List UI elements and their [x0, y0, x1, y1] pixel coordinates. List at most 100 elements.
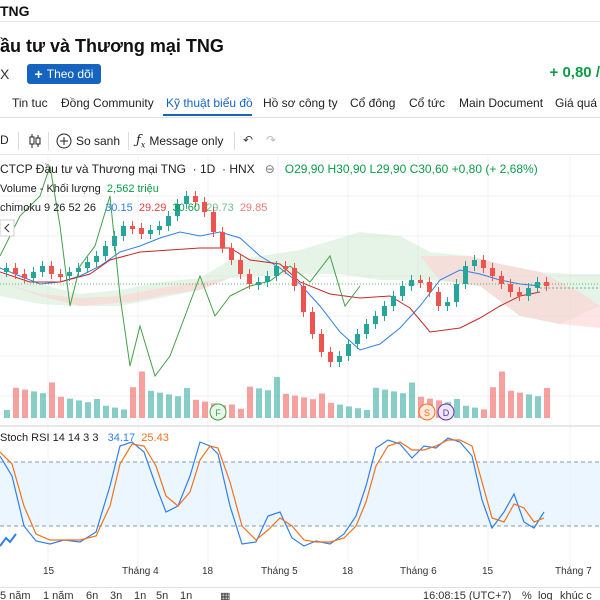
candle [544, 282, 549, 286]
tab-community[interactable]: Đồng Community [61, 96, 154, 110]
marker-f[interactable]: F [215, 408, 221, 418]
volume-bar [472, 407, 478, 418]
log-toggle[interactable]: log [538, 590, 553, 600]
candle [13, 268, 18, 274]
volume-bar [184, 388, 190, 418]
candle [508, 284, 513, 292]
x-axis-label: Tháng 4 [122, 566, 159, 577]
volume-bars [4, 371, 550, 418]
volume-value: 2,562 triệu [106, 183, 159, 195]
volume-bar [31, 391, 37, 418]
function-icon: ƒx [136, 133, 146, 150]
compare-button[interactable]: So sanh [56, 133, 120, 149]
candle [76, 268, 81, 272]
stoch-rsi-legend: Stoch RSI 14 14 3 3 34.17 25.43 [0, 432, 169, 444]
tab-main-document[interactable]: Main Document [459, 96, 544, 110]
range-5y[interactable]: 5 năm [0, 590, 31, 600]
volume-bar [4, 410, 10, 418]
tab-dividends[interactable]: Cổ tức [409, 96, 446, 110]
range-1m[interactable]: 1n [134, 590, 147, 600]
volume-bar [175, 396, 181, 418]
clock-time: 16:08:15 (UTC+7) [423, 590, 512, 600]
candle [238, 260, 243, 274]
ichimoku-chikou-line [0, 165, 361, 378]
volume-bar [247, 386, 253, 418]
volume-bar [229, 404, 235, 418]
marker-d[interactable]: D [443, 408, 450, 418]
candle [310, 312, 315, 334]
volume-bar [283, 393, 289, 418]
stoch-rsi-k-value: 34.17 [107, 432, 136, 444]
range-1y[interactable]: 1 năm [43, 590, 74, 600]
candle [67, 272, 72, 276]
tab-shareholders[interactable]: Cổ đông [350, 96, 396, 110]
volume-bar [13, 387, 19, 418]
undo-icon[interactable]: ↶ [243, 133, 254, 147]
volume-bar [166, 394, 172, 418]
volume-bar [22, 389, 28, 418]
tradingview-logo-icon [0, 533, 17, 547]
volume-bar [94, 399, 100, 418]
candle [526, 288, 531, 296]
calendar-icon[interactable]: ▦ [220, 591, 231, 600]
x-axis-label: 15 [482, 566, 494, 577]
range-3m[interactable]: 3n [110, 590, 123, 600]
tab-price-history[interactable]: Giá quá k [555, 96, 600, 110]
price-change: + 0,80 / [549, 64, 600, 81]
candle [58, 274, 63, 277]
volume-bar [130, 387, 136, 418]
candle [463, 266, 468, 284]
candle [535, 282, 540, 288]
volume-label: Volume - Khối lượng [0, 183, 101, 195]
volume-bar [454, 399, 460, 418]
plus-icon: + [34, 66, 43, 82]
indicators-button[interactable]: ƒx Message only [136, 133, 223, 150]
ichimoku-tenkan-line [0, 231, 541, 351]
volume-bar [373, 387, 379, 418]
range-5d[interactable]: 5n [156, 590, 169, 600]
candle [148, 230, 153, 234]
candle [301, 286, 306, 312]
candle [193, 196, 198, 202]
candle [130, 226, 135, 229]
candle [175, 204, 180, 216]
range-6m[interactable]: 6n [86, 590, 99, 600]
candle [427, 282, 432, 292]
marker-s[interactable]: S [424, 408, 430, 418]
candle [112, 236, 117, 246]
candle [166, 216, 171, 226]
scale-right-label[interactable]: khúc c [560, 590, 592, 600]
price-chart[interactable]: F S D [0, 156, 600, 586]
stoch-rsi-pane [0, 425, 600, 547]
candle-type-button[interactable] [28, 133, 42, 149]
candle [445, 302, 450, 306]
toolbar-divider [234, 132, 235, 150]
company-name: ầu tư và Thương mại TNG [0, 36, 224, 56]
volume-bar [67, 398, 73, 418]
percent-toggle[interactable]: % [522, 590, 532, 600]
range-1d[interactable]: 1n [180, 590, 193, 600]
follow-button[interactable]: + Theo dõi [27, 64, 101, 84]
volume-bar [301, 397, 307, 418]
active-tab-indicator [163, 114, 252, 116]
candle [418, 280, 423, 283]
legend-minus-icon[interactable]: ⊖ [264, 162, 275, 176]
legend-symbol-name: CTCP Đầu tư và Thương mại TNG [0, 162, 186, 176]
candle [292, 268, 297, 286]
volume-bar [517, 392, 523, 418]
interval-button[interactable]: D [0, 133, 9, 147]
legend-interval: 1D [200, 162, 216, 176]
volume-bar [103, 405, 109, 418]
candle [328, 352, 333, 362]
volume-bar [112, 407, 118, 418]
tab-news[interactable]: Tin tuc [12, 96, 48, 110]
ichimoku-legend: chimoku 9 26 52 26 30.15 29.29 30.60 29.… [0, 202, 267, 214]
redo-icon[interactable]: ↷ [266, 133, 277, 147]
volume-bar [508, 390, 514, 418]
collapse-arrow-icon[interactable] [0, 219, 15, 237]
tab-company-profile[interactable]: Hồ sơ công ty [263, 96, 338, 110]
candle [517, 292, 522, 296]
candle [400, 286, 405, 296]
tab-technical-chart[interactable]: Kỹ thuật biểu đồ [166, 96, 253, 110]
